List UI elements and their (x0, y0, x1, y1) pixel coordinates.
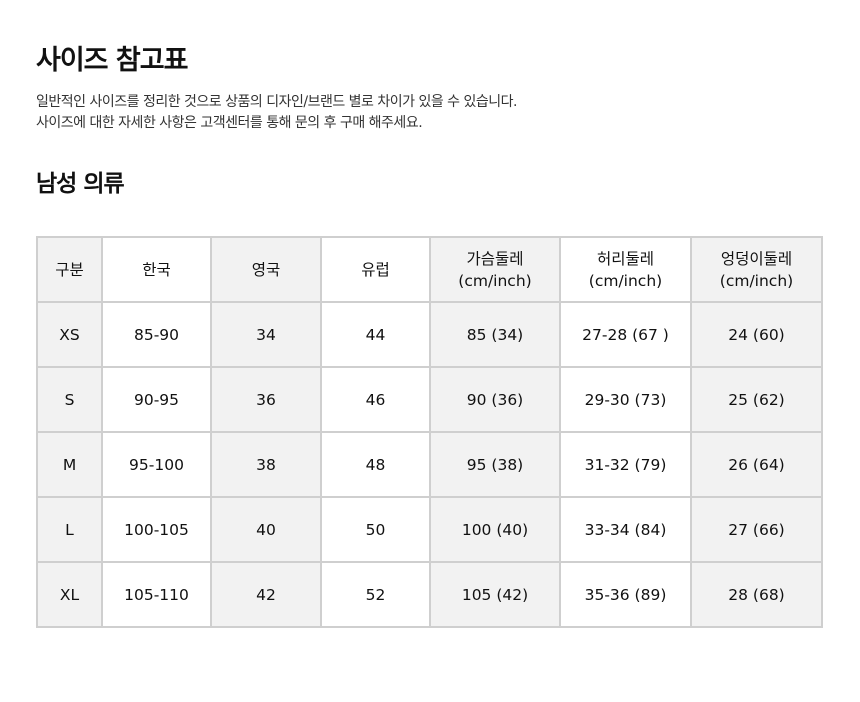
table-cell: L (36, 496, 103, 563)
table-row: L 100-105 40 50 100 (40) 33-34 (84) 27 (66) (36, 496, 823, 563)
table-cell: 42 (210, 561, 322, 628)
section-title: 남성 의류 (36, 171, 125, 197)
description-line: 일반적인 사이즈를 정리한 것으로 상품의 디자인/브랜드 별로 차이가 있을 … (36, 94, 517, 110)
column-header: 허리둘레 (cm/inch) (559, 236, 692, 303)
table-cell: 27 (66) (690, 496, 823, 563)
column-header: 구분 (36, 236, 103, 303)
column-header-unit: (cm/inch) (588, 271, 663, 290)
table-cell: 25 (62) (690, 366, 823, 433)
table-cell: 85 (34) (429, 301, 561, 368)
table-cell: 31-32 (79) (559, 431, 692, 498)
table-cell: 105-110 (101, 561, 212, 628)
table-cell: 95-100 (101, 431, 212, 498)
table-cell: 50 (320, 496, 431, 563)
table-cell: 52 (320, 561, 431, 628)
table-cell: 29-30 (73) (559, 366, 692, 433)
table-cell: 90 (36) (429, 366, 561, 433)
table-cell: XS (36, 301, 103, 368)
table-cell: 24 (60) (690, 301, 823, 368)
column-header-label: 가슴둘레 (466, 249, 524, 268)
column-header: 영국 (210, 236, 322, 303)
column-header-label: 한국 (142, 260, 171, 279)
column-header-label: 구분 (55, 260, 84, 279)
table-cell: 95 (38) (429, 431, 561, 498)
table-cell: 100-105 (101, 496, 212, 563)
table-cell: 85-90 (101, 301, 212, 368)
size-table: 구분 한국 영국 유럽 가슴둘레 (cm/inch) 허리둘레 (cm/inch) 엉덩이둘레 (… (36, 236, 823, 628)
column-header-label: 허리둘레 (596, 249, 655, 268)
description: 일반적인 사이즈를 정리한 것으로 상품의 디자인/브랜드 별로 차이가 있을 … (36, 92, 517, 134)
table-row: XS 85-90 34 44 85 (34) 27-28 (67 ) 24 (60) (36, 301, 823, 368)
table-cell: M (36, 431, 103, 498)
column-header-unit: (cm/inch) (458, 271, 532, 290)
table-cell: 34 (210, 301, 322, 368)
table-cell: 48 (320, 431, 431, 498)
table-row: M 95-100 38 48 95 (38) 31-32 (79) 26 (64) (36, 431, 823, 498)
column-header: 가슴둘레 (cm/inch) (429, 236, 561, 303)
table-cell: 27-28 (67 ) (559, 301, 692, 368)
table-cell: 36 (210, 366, 322, 433)
column-header-unit: (cm/inch) (719, 271, 794, 290)
table-cell: 90-95 (101, 366, 212, 433)
table-cell: 100 (40) (429, 496, 561, 563)
table-row: S 90-95 36 46 90 (36) 29-30 (73) 25 (62) (36, 366, 823, 433)
column-header-label: 유럽 (361, 260, 390, 279)
table-cell: 33-34 (84) (559, 496, 692, 563)
table-cell: 105 (42) (429, 561, 561, 628)
table-cell: 44 (320, 301, 431, 368)
table-cell: 35-36 (89) (559, 561, 692, 628)
table-cell: XL (36, 561, 103, 628)
table-cell: 46 (320, 366, 431, 433)
column-header: 엉덩이둘레 (cm/inch) (690, 236, 823, 303)
table-cell: 38 (210, 431, 322, 498)
column-header: 한국 (101, 236, 212, 303)
page-title: 사이즈 참고표 (36, 45, 188, 76)
table-cell: 40 (210, 496, 322, 563)
column-header-label: 영국 (251, 260, 281, 279)
table-cell: 28 (68) (690, 561, 823, 628)
header-row: 구분 한국 영국 유럽 가슴둘레 (cm/inch) 허리둘레 (cm/inch) 엉덩이둘레 (… (36, 236, 823, 303)
description-line: 사이즈에 대한 자세한 사항은 고객센터를 통해 문의 후 구매 해주세요. (36, 115, 423, 131)
column-header-label: 엉덩이둘레 (720, 249, 793, 268)
table-row: XL 105-110 42 52 105 (42) 35-36 (89) 28 (68) (36, 561, 823, 628)
column-header: 유럽 (320, 236, 431, 303)
table-cell: 26 (64) (690, 431, 823, 498)
table-cell: S (36, 366, 103, 433)
